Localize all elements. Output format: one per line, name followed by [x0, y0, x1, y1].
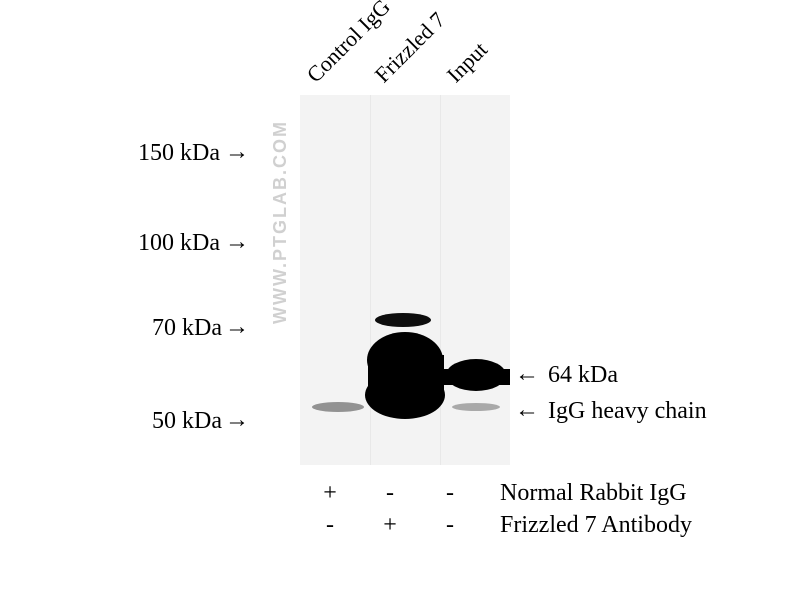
- row2-lane3: -: [420, 512, 480, 539]
- arrow-150: →: [225, 140, 249, 164]
- arrow-64kda: ←: [515, 362, 539, 386]
- row2-label: Frizzled 7 Antibody: [500, 512, 692, 539]
- label-igg-hc: IgG heavy chain: [548, 398, 707, 425]
- row1-lane2: -: [360, 480, 420, 507]
- arrow-100: →: [225, 230, 249, 254]
- blot-membrane: [300, 95, 510, 465]
- figure-container: WWW.PTGLAB.COM Control IgG Frizzled 7 In…: [0, 0, 800, 600]
- arrow-50: →: [225, 408, 249, 432]
- arrow-igg-hc: ←: [515, 398, 539, 422]
- mw-label-100: 100 kDa: [120, 230, 220, 257]
- mw-label-150: 150 kDa: [120, 140, 220, 167]
- row1-lane1: +: [300, 480, 360, 507]
- bottom-row-1: + - - Normal Rabbit IgG: [300, 480, 687, 507]
- watermark: WWW.PTGLAB.COM: [270, 120, 291, 324]
- mw-label-70: 70 kDa: [132, 315, 222, 342]
- row2-lane2: +: [360, 512, 420, 539]
- arrow-70: →: [225, 315, 249, 339]
- row1-lane3: -: [420, 480, 480, 507]
- bands-svg: [300, 95, 510, 465]
- mw-label-50: 50 kDa: [132, 408, 222, 435]
- label-64kda: 64 kDa: [548, 362, 618, 389]
- col-label-input: Input: [442, 37, 493, 88]
- row2-lane1: -: [300, 512, 360, 539]
- bottom-row-2: - + - Frizzled 7 Antibody: [300, 512, 692, 539]
- row1-label: Normal Rabbit IgG: [500, 480, 687, 507]
